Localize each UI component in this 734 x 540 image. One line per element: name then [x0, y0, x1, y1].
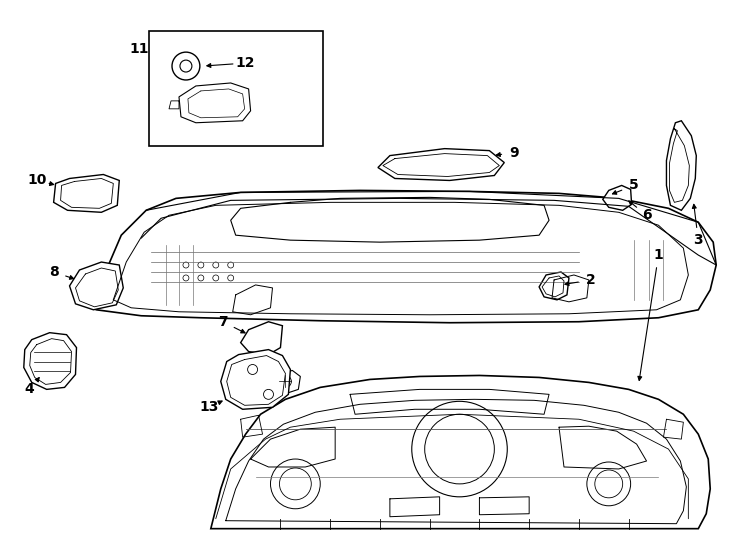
- Polygon shape: [70, 262, 123, 310]
- Polygon shape: [272, 370, 300, 393]
- Text: 9: 9: [509, 146, 519, 160]
- Polygon shape: [179, 83, 250, 123]
- Text: 7: 7: [218, 315, 228, 329]
- Text: 6: 6: [642, 208, 651, 222]
- Bar: [149, 31, 323, 146]
- Text: 3: 3: [694, 233, 703, 247]
- Polygon shape: [221, 349, 291, 409]
- Polygon shape: [241, 322, 283, 355]
- Polygon shape: [54, 174, 120, 212]
- Text: 10: 10: [27, 173, 46, 187]
- Text: 8: 8: [48, 265, 59, 279]
- Text: 2: 2: [586, 273, 596, 287]
- Polygon shape: [539, 272, 569, 300]
- Text: 4: 4: [25, 382, 34, 396]
- Text: 13: 13: [199, 400, 219, 414]
- Polygon shape: [23, 333, 76, 389]
- Polygon shape: [603, 185, 632, 210]
- Text: 11: 11: [129, 42, 149, 56]
- Polygon shape: [666, 121, 697, 210]
- Polygon shape: [96, 191, 716, 323]
- Text: 12: 12: [236, 56, 255, 70]
- Polygon shape: [378, 148, 504, 180]
- Polygon shape: [252, 355, 275, 375]
- Text: 1: 1: [653, 248, 664, 262]
- Polygon shape: [211, 375, 711, 529]
- Text: 5: 5: [629, 178, 639, 192]
